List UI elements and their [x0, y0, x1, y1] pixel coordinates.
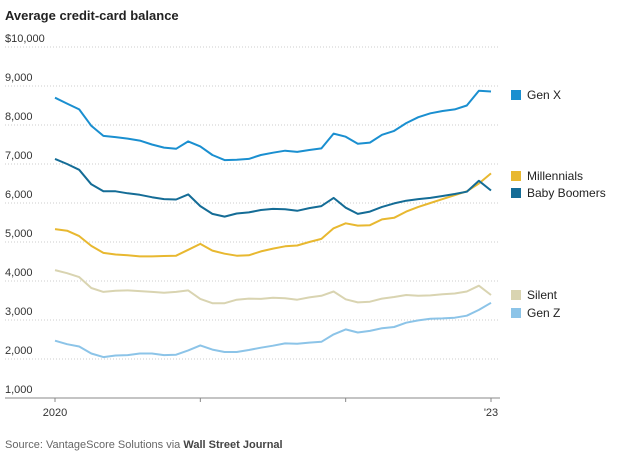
series-line — [54, 89, 492, 162]
y-tick-label: 9,000 — [5, 72, 33, 84]
legend-swatch — [511, 290, 521, 300]
source-emph: Wall Street Journal — [183, 439, 282, 451]
y-tick-label: 6,000 — [5, 189, 33, 201]
legend-label: Millennials — [527, 169, 583, 183]
y-tick-label: 8,000 — [5, 111, 33, 123]
source: Source: VantageScore Solutions via Wall … — [5, 439, 283, 451]
y-tick-label: 3,000 — [5, 306, 33, 318]
legend-label: Gen X — [527, 88, 561, 102]
chart-title: Average credit-card balance — [5, 8, 179, 23]
y-tick-label: 5,000 — [5, 228, 33, 240]
legend-swatch — [511, 171, 521, 181]
source-text: Source: VantageScore Solutions via — [5, 439, 181, 451]
series-line — [54, 172, 492, 258]
x-tick-label: '23 — [484, 407, 498, 419]
series-line — [54, 301, 492, 359]
legend-swatch — [511, 308, 521, 318]
legend-label: Silent — [527, 288, 558, 302]
series-line — [54, 269, 492, 305]
legend-swatch — [511, 90, 521, 100]
legend-label: Baby Boomers — [527, 186, 606, 200]
y-tick-label: $10,000 — [5, 33, 45, 45]
y-tick-label: 4,000 — [5, 267, 33, 279]
y-tick-label: 7,000 — [5, 150, 33, 162]
y-tick-label: 1,000 — [5, 384, 33, 396]
series-line — [54, 157, 492, 218]
legend-label: Gen Z — [527, 306, 560, 320]
legend-swatch — [511, 188, 521, 198]
x-tick-label: 2020 — [43, 407, 67, 419]
y-tick-label: 2,000 — [5, 345, 33, 357]
